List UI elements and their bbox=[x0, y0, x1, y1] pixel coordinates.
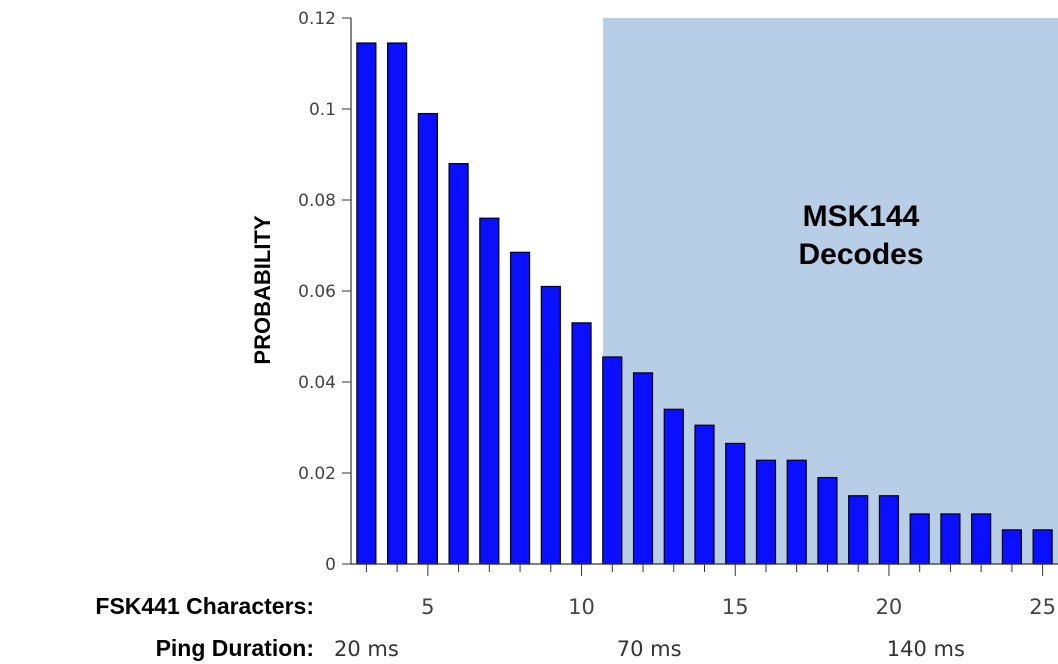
bar bbox=[663, 408, 684, 565]
x-tick-label: 10 bbox=[568, 595, 595, 619]
y-tick-label: 0.08 bbox=[298, 191, 336, 211]
bar bbox=[602, 356, 623, 565]
bar bbox=[509, 251, 531, 565]
bar bbox=[725, 442, 746, 565]
bar bbox=[786, 459, 807, 565]
bar bbox=[356, 42, 377, 565]
y-axis-title: PROBABILITY bbox=[250, 215, 275, 364]
ping-duration-label: 70 ms bbox=[617, 637, 682, 661]
x-tick-label: 20 bbox=[876, 595, 903, 619]
bar bbox=[540, 285, 561, 565]
y-tick-label: 0.04 bbox=[298, 373, 336, 393]
bar bbox=[1032, 529, 1053, 565]
labels: PROBABILITY FSK441 Characters: Ping Dura… bbox=[95, 215, 314, 661]
bar bbox=[817, 476, 838, 565]
x-axis-row-label-ping-duration: Ping Duration: bbox=[156, 635, 314, 661]
y-tick-label: 0.12 bbox=[298, 9, 336, 29]
region-label-line: Decodes bbox=[798, 238, 923, 271]
y-tick-label: 0.02 bbox=[298, 464, 336, 484]
ping-duration-label: 20 ms bbox=[334, 637, 399, 661]
bar bbox=[971, 513, 992, 565]
bar bbox=[387, 42, 408, 565]
axes: 5 10 15 20 25 20 ms 70 ms 140 ms bbox=[334, 18, 1058, 661]
x-axis-row-label-characters: FSK441 Characters: bbox=[95, 593, 314, 619]
x-tick-label: 5 bbox=[421, 595, 434, 619]
ping-duration-label: 140 ms bbox=[887, 637, 965, 661]
x-tick-label: 25 bbox=[1029, 595, 1056, 619]
bar bbox=[632, 372, 654, 565]
bar bbox=[848, 495, 869, 565]
bar bbox=[571, 322, 592, 565]
bar bbox=[417, 112, 438, 565]
bars bbox=[356, 42, 1053, 565]
bar bbox=[909, 513, 930, 565]
bar bbox=[878, 495, 900, 565]
y-tick-label: 0 bbox=[325, 555, 336, 575]
bar bbox=[755, 459, 777, 565]
y-tick-label: 0.06 bbox=[298, 282, 336, 302]
bar bbox=[479, 217, 500, 565]
bar bbox=[1001, 529, 1022, 565]
y-tick-label: 0.1 bbox=[309, 100, 336, 120]
bar bbox=[694, 424, 715, 565]
y-axis-ticks: 0 0.02 0.04 0.06 0.08 0.1 0.12 bbox=[298, 9, 351, 575]
bar bbox=[940, 513, 961, 565]
x-tick-label: 15 bbox=[722, 595, 749, 619]
region-label-line: MSK144 bbox=[803, 200, 920, 233]
bar bbox=[448, 163, 469, 565]
